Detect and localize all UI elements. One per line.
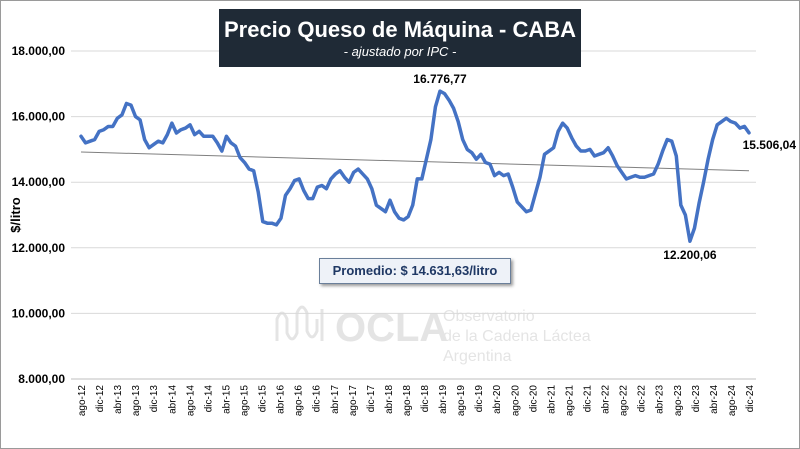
average-label: Promedio: $ 14.631,63/litro (332, 263, 498, 278)
min-value-label: 12.200,06 (663, 248, 717, 262)
x-tick-label: dic-15 (258, 385, 269, 413)
x-tick-label: ago-24 (727, 385, 738, 417)
chart-subtitle: - ajustado por IPC - (343, 44, 457, 59)
x-tick-label: abr-24 (709, 385, 720, 414)
x-tick-label: ago-18 (402, 385, 413, 417)
ocla-logo-icon (275, 305, 324, 341)
x-tick-label: dic-12 (95, 385, 106, 413)
y-tick-label: 14.000,00 (12, 175, 66, 189)
x-tick-label: abr-14 (167, 385, 178, 414)
x-tick-label: ago-21 (564, 385, 575, 417)
y-tick-label: 8.000,00 (18, 372, 65, 386)
price-series-line (79, 89, 751, 243)
x-tick-label: ago-13 (131, 385, 142, 417)
x-tick-label: abr-15 (221, 385, 232, 414)
trendline (80, 151, 750, 172)
x-tick-label: ago-14 (185, 385, 196, 417)
x-tick-label: dic-14 (203, 385, 214, 413)
x-tick-label: abr-18 (384, 385, 395, 414)
x-tick-label: abr-16 (276, 385, 287, 414)
gridlines (71, 50, 756, 380)
x-tick-label: dic-13 (149, 385, 160, 413)
ocla-line-3: Argentina (443, 348, 512, 365)
max-value-label: 16.776,77 (413, 72, 467, 86)
x-tick-label: dic-20 (528, 385, 539, 413)
x-axis: ago-12 dic-12 abr-13 ago-13 dic-13 abr-14 ago-… (77, 385, 756, 417)
x-tick-label: abr-23 (655, 385, 666, 414)
x-tick-label: abr-22 (601, 385, 612, 414)
y-tick-label: 10.000,00 (12, 306, 66, 320)
x-tick-label: ago-19 (456, 385, 467, 417)
x-tick-label: abr-20 (492, 385, 503, 414)
x-tick-label: ago-16 (294, 385, 305, 417)
x-tick-label: dic-21 (583, 385, 594, 413)
x-tick-label: dic-18 (420, 385, 431, 413)
chart-title: Precio Queso de Máquina - CABA (223, 17, 577, 42)
y-axis-label: $/litro (8, 197, 23, 232)
x-tick-label: abr-19 (438, 385, 449, 414)
x-tick-label: dic-19 (474, 385, 485, 413)
x-tick-label: ago-23 (673, 385, 684, 417)
average-box: Promedio: $ 14.631,63/litro (319, 258, 511, 284)
chart-title-box: Precio Queso de Máquina - CABA - ajustad… (219, 9, 581, 67)
ocla-brand-text: OCLA (335, 306, 448, 350)
x-tick-label: abr-21 (546, 385, 557, 414)
x-tick-label: ago-17 (348, 385, 359, 417)
x-tick-label: dic-22 (637, 385, 648, 413)
x-tick-label: ago-22 (619, 385, 630, 417)
x-tick-label: dic-24 (745, 385, 756, 413)
last-value-label: 15.506,04 (743, 138, 797, 152)
x-tick-label: dic-16 (312, 385, 323, 413)
y-tick-label: 18.000,00 (12, 44, 66, 58)
y-axis: 8.000,00 10.000,00 12.000,00 14.000,00 16.00… (12, 44, 66, 386)
y-tick-label: 16.000,00 (12, 110, 66, 124)
x-tick-label: ago-15 (239, 385, 250, 417)
ocla-line-2: de la Cadena Láctea (443, 328, 591, 345)
x-tick-label: abr-13 (113, 385, 124, 414)
x-tick-label: abr-17 (330, 385, 341, 414)
x-tick-label: dic-17 (366, 385, 377, 413)
x-tick-label: ago-20 (510, 385, 521, 417)
y-tick-label: 12.000,00 (12, 241, 66, 255)
ocla-line-1: Observatorio (443, 308, 535, 325)
x-tick-label: ago-12 (77, 385, 88, 417)
x-tick-label: dic-23 (691, 385, 702, 413)
plot-area (71, 51, 756, 379)
